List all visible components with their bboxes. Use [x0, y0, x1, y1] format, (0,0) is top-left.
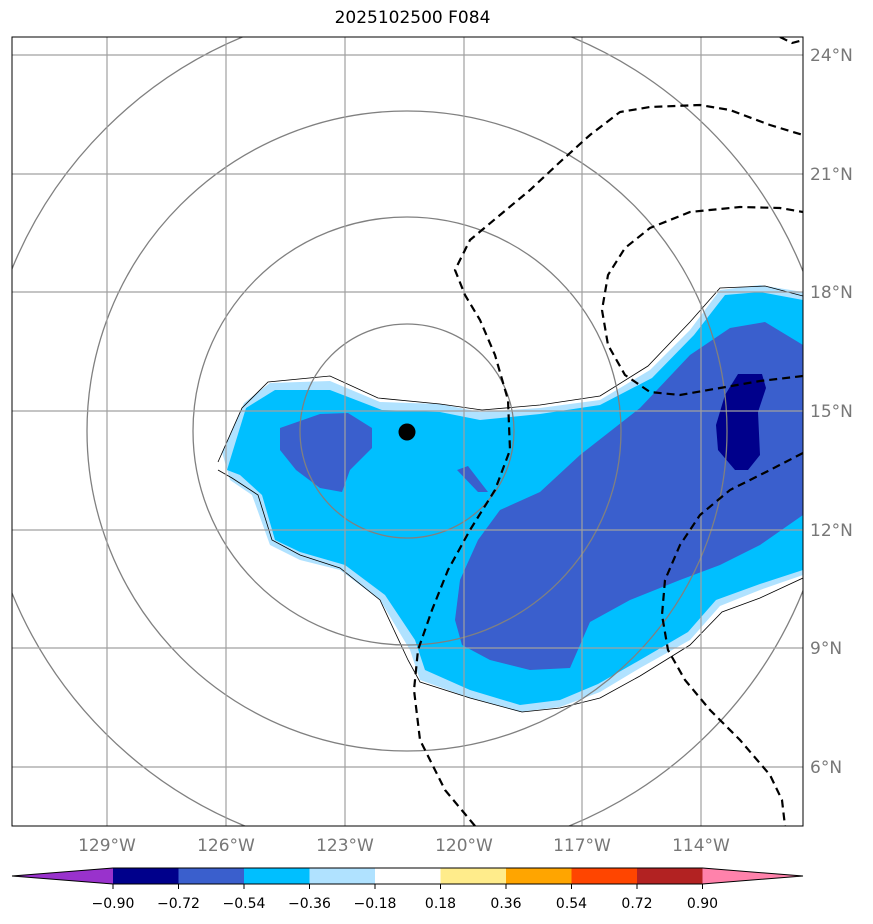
colorbar-segment [113, 868, 179, 884]
colorbar-tick-label: −0.72 [157, 896, 200, 912]
colorbar-tick-label: −0.54 [223, 896, 266, 912]
lon-label: 123°W [316, 836, 374, 856]
colorbar-extend-low [12, 868, 113, 884]
lon-label: 126°W [197, 836, 255, 856]
colorbar-segment [375, 868, 441, 884]
longitude-labels: 129°W 126°W 123°W 120°W 117°W 114°W [78, 836, 730, 856]
colorbar-segment [506, 868, 572, 884]
colorbar-tick-label: −0.18 [354, 896, 397, 912]
fill-royal-blue-band [455, 322, 803, 670]
dashed-contour [412, 103, 803, 826]
range-ring-1 [299, 323, 515, 539]
colorbar-segment [244, 868, 310, 884]
colorbar-extend-high [702, 868, 803, 884]
map-frame [11, 36, 804, 827]
map-layers [12, 37, 803, 826]
colorbar-segment [637, 868, 703, 884]
colorbar-segment [309, 868, 375, 884]
fill-royal-blue-small [457, 466, 488, 492]
lat-label: 12°N [810, 521, 853, 541]
colorbar-tick-label: 0.90 [687, 896, 718, 912]
lon-label: 117°W [553, 836, 611, 856]
colorbar-tick-label: 0.54 [556, 896, 587, 912]
colorbar-tick-label: 0.72 [621, 896, 652, 912]
colorbar-tick-label: 0.18 [425, 896, 456, 912]
storm-center-marker [398, 423, 416, 441]
colorbar-segment [571, 868, 637, 884]
colorbar-ticks [112, 884, 703, 889]
colorbar-segment [440, 868, 506, 884]
plot-title: 2025102500 F084 [334, 8, 491, 28]
fill-royal-blue-west [280, 413, 372, 492]
dashed-contour [660, 452, 803, 826]
range-rings [12, 37, 803, 826]
colorbar-tick-label: −0.36 [288, 896, 331, 912]
range-ring-2 [192, 216, 622, 646]
dashed-contours [412, 37, 803, 826]
lat-label: 21°N [810, 165, 853, 185]
colorbar-tick-label: 0.36 [490, 896, 521, 912]
range-ring-3 [86, 110, 728, 752]
lat-label: 24°N [810, 46, 853, 66]
colorbar-tick-label: −0.90 [92, 896, 135, 912]
colorbar-segment [178, 868, 244, 884]
lat-label: 15°N [810, 402, 853, 422]
dashed-contour [600, 205, 803, 397]
dashed-contour [779, 37, 803, 45]
lon-label: 114°W [672, 836, 730, 856]
fill-navy [716, 374, 766, 470]
lon-label: 129°W [78, 836, 136, 856]
colorbar: −0.90 −0.72 −0.54 −0.36 −0.18 0.18 0.36 … [11, 867, 804, 912]
lat-label: 18°N [810, 283, 853, 303]
latitude-labels: 24°N 21°N 18°N 15°N 12°N 9°N 6°N [810, 46, 853, 778]
lat-label: 9°N [810, 639, 842, 659]
lon-label: 120°W [435, 836, 493, 856]
gridlines [12, 37, 803, 826]
lat-label: 6°N [810, 758, 842, 778]
